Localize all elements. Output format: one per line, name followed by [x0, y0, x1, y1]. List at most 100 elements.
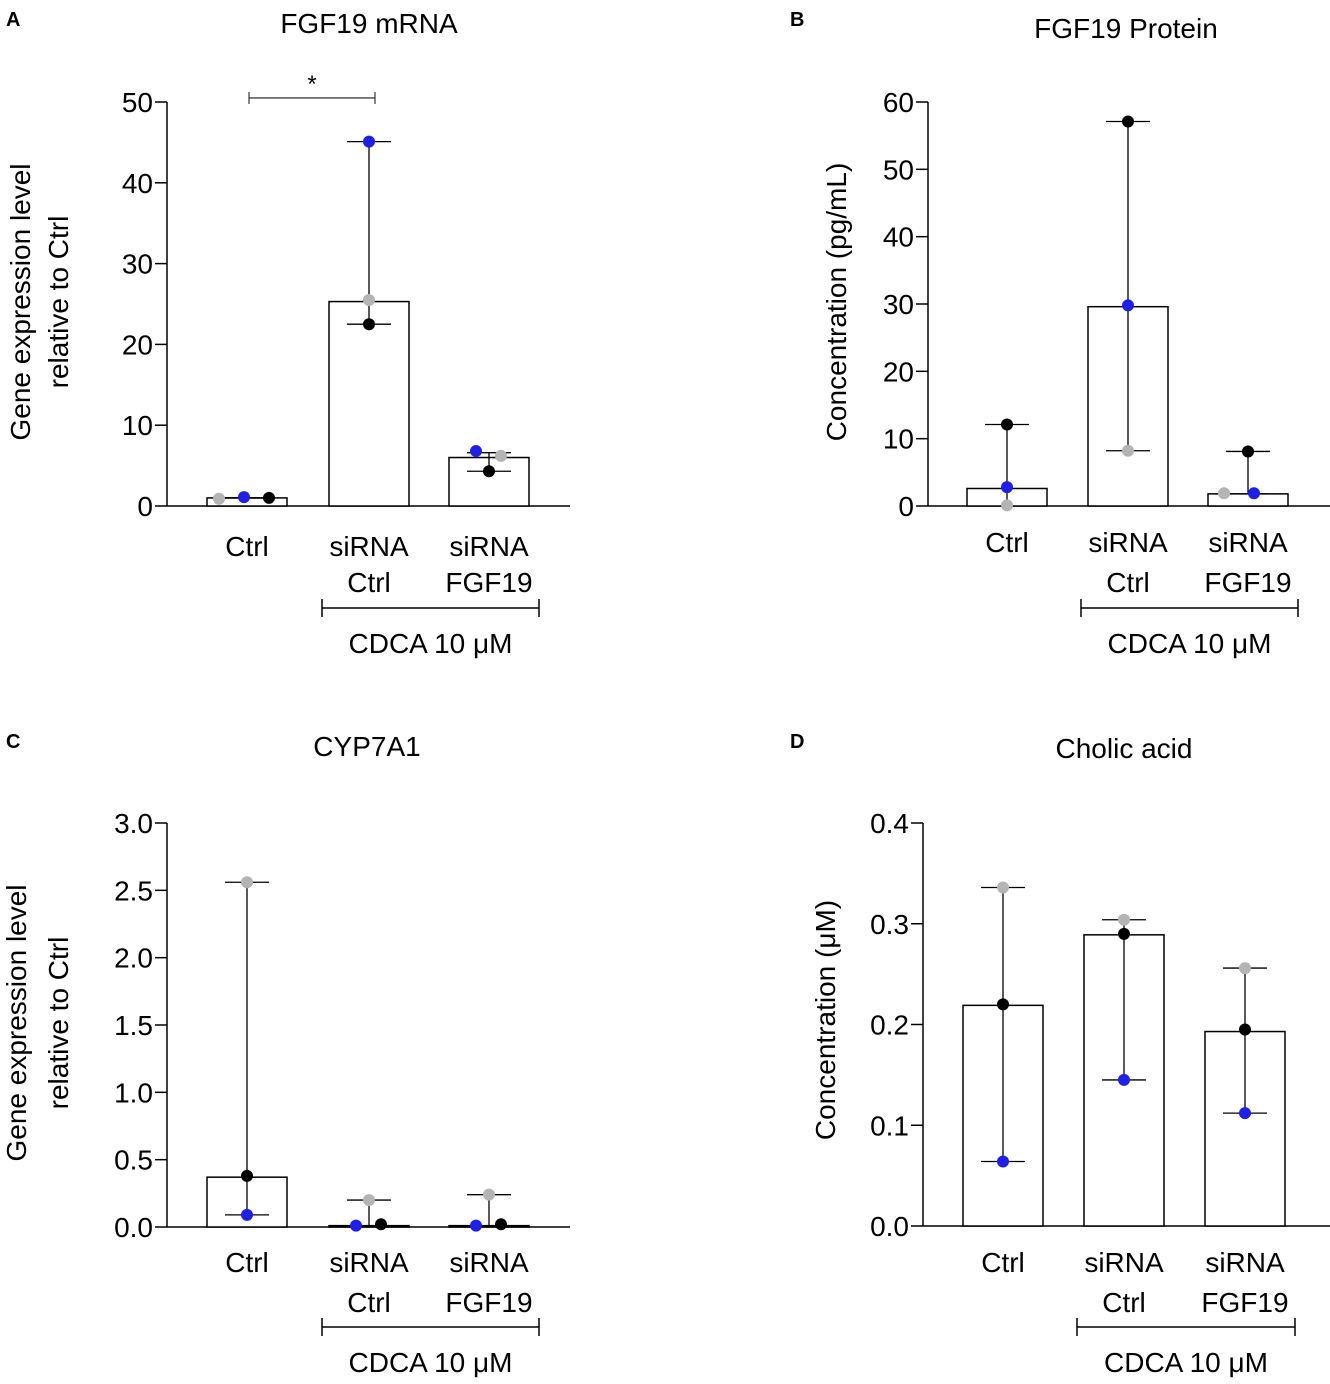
x-tick-label: FGF19 — [1204, 567, 1291, 598]
group-label: CDCA 10 μM — [349, 628, 513, 659]
data-point-black — [1122, 115, 1134, 128]
x-tick-label: siRNA — [1084, 1247, 1164, 1278]
y-axis-label: relative to Ctrl — [43, 937, 74, 1110]
x-tick-label: siRNA — [449, 1247, 529, 1278]
y-tick-label: 0.0 — [114, 1212, 153, 1243]
data-point-gray — [483, 1188, 495, 1201]
panel-a: A FGF19 mRNA Gene expression level relative… — [5, 8, 570, 659]
chart-title: FGF19 mRNA — [280, 8, 458, 39]
y-tick-label: 0.1 — [870, 1110, 909, 1141]
panel-letter: D — [790, 731, 804, 753]
data-point-gray — [363, 1194, 375, 1207]
x-tick-label: FGF19 — [445, 1287, 532, 1318]
y-axis-label: Concentration (pg/mL) — [821, 163, 852, 442]
panel-letter: B — [790, 9, 804, 31]
data-point-black — [1118, 927, 1130, 940]
data-point-black — [363, 318, 375, 331]
panel-d: D Cholic acid Concentration (μM) 0.0 0.1 0.2 0… — [790, 731, 1330, 1378]
data-point-gray — [1122, 444, 1134, 457]
y-axis-label: Gene expression level — [1, 884, 32, 1161]
y-tick-label: 30 — [122, 249, 153, 280]
data-point-blue — [997, 1155, 1009, 1168]
y-tick-label: 60 — [883, 87, 914, 118]
data-point-black — [483, 465, 495, 478]
y-axis-label: relative to Ctrl — [43, 216, 74, 389]
data-point-gray — [1118, 913, 1130, 926]
group-label: CDCA 10 μM — [1108, 628, 1272, 659]
y-tick-label: 0 — [137, 491, 153, 522]
y-tick-label: 20 — [122, 329, 153, 360]
data-point-blue — [1001, 481, 1013, 494]
y-tick-label: 10 — [122, 410, 153, 441]
data-point-gray — [495, 449, 507, 462]
y-axis-label: Gene expression level — [5, 163, 36, 440]
x-tick-label: FGF19 — [1201, 1287, 1288, 1318]
panel-letter: A — [6, 9, 20, 31]
x-tick-label: Ctrl — [225, 531, 269, 562]
x-tick-label: siRNA — [329, 531, 409, 562]
data-point-blue — [241, 1208, 253, 1221]
y-tick-label: 40 — [883, 222, 914, 253]
x-tick-label: FGF19 — [445, 567, 532, 598]
x-tick-label: Ctrl — [225, 1247, 269, 1278]
y-tick-label: 50 — [122, 87, 153, 118]
data-point-gray — [363, 293, 375, 306]
chart-title: Cholic acid — [1056, 733, 1193, 764]
data-point-blue — [363, 135, 375, 148]
x-tick-label: Ctrl — [347, 567, 391, 598]
y-tick-label: 0.0 — [870, 1211, 909, 1242]
data-point-black — [1001, 418, 1013, 431]
y-tick-label: 30 — [883, 289, 914, 320]
data-point-blue — [1122, 299, 1134, 312]
x-tick-label: Ctrl — [985, 527, 1029, 558]
y-tick-label: 0.5 — [114, 1145, 153, 1176]
y-tick-label: 0 — [898, 491, 914, 522]
chart-title: CYP7A1 — [313, 731, 420, 762]
significance-star: * — [307, 71, 316, 98]
data-point-gray — [1239, 962, 1251, 975]
y-tick-label: 0.2 — [870, 1010, 909, 1041]
group-label: CDCA 10 μM — [1104, 1347, 1268, 1378]
y-tick-label: 40 — [122, 168, 153, 199]
x-tick-label: Ctrl — [981, 1247, 1025, 1278]
x-tick-label: Ctrl — [347, 1287, 391, 1318]
y-tick-label: 1.5 — [114, 1010, 153, 1041]
data-point-black — [1242, 445, 1254, 458]
y-tick-label: 0.3 — [870, 909, 909, 940]
y-tick-label: 10 — [883, 424, 914, 455]
x-tick-label: siRNA — [1088, 527, 1168, 558]
bar — [328, 300, 410, 507]
data-point-black — [263, 491, 275, 504]
data-point-black — [241, 1169, 253, 1182]
data-point-gray — [1218, 487, 1230, 500]
data-point-gray — [997, 881, 1009, 894]
y-axis-label: Concentration (μM) — [810, 900, 841, 1140]
data-point-black — [375, 1218, 387, 1231]
data-point-blue — [470, 445, 482, 458]
data-point-black — [1239, 1023, 1251, 1036]
x-tick-label: siRNA — [1205, 1247, 1285, 1278]
y-tick-label: 1.0 — [114, 1077, 153, 1108]
data-point-blue — [1248, 487, 1260, 500]
data-point-gray — [241, 876, 253, 889]
data-point-black — [997, 998, 1009, 1011]
x-tick-label: siRNA — [1208, 527, 1288, 558]
panel-b: B FGF19 Protein Concentration (pg/mL) 0 10 20… — [790, 9, 1330, 659]
data-point-gray — [213, 492, 225, 505]
y-tick-label: 3.0 — [114, 808, 153, 839]
y-tick-label: 20 — [883, 356, 914, 387]
x-tick-label: Ctrl — [1102, 1287, 1146, 1318]
panel-letter: C — [6, 731, 20, 753]
y-tick-label: 2.5 — [114, 875, 153, 906]
chart-title: FGF19 Protein — [1034, 13, 1218, 44]
data-point-blue — [350, 1219, 362, 1232]
data-point-blue — [1118, 1073, 1130, 1086]
y-tick-label: 50 — [883, 154, 914, 185]
x-tick-label: Ctrl — [1106, 567, 1150, 598]
group-label: CDCA 10 μM — [349, 1347, 513, 1378]
data-point-blue — [1239, 1107, 1251, 1120]
panel-c: C CYP7A1 Gene expression level relative to … — [1, 731, 570, 1378]
y-tick-label: 0.4 — [870, 808, 909, 839]
data-point-gray — [1001, 499, 1013, 512]
